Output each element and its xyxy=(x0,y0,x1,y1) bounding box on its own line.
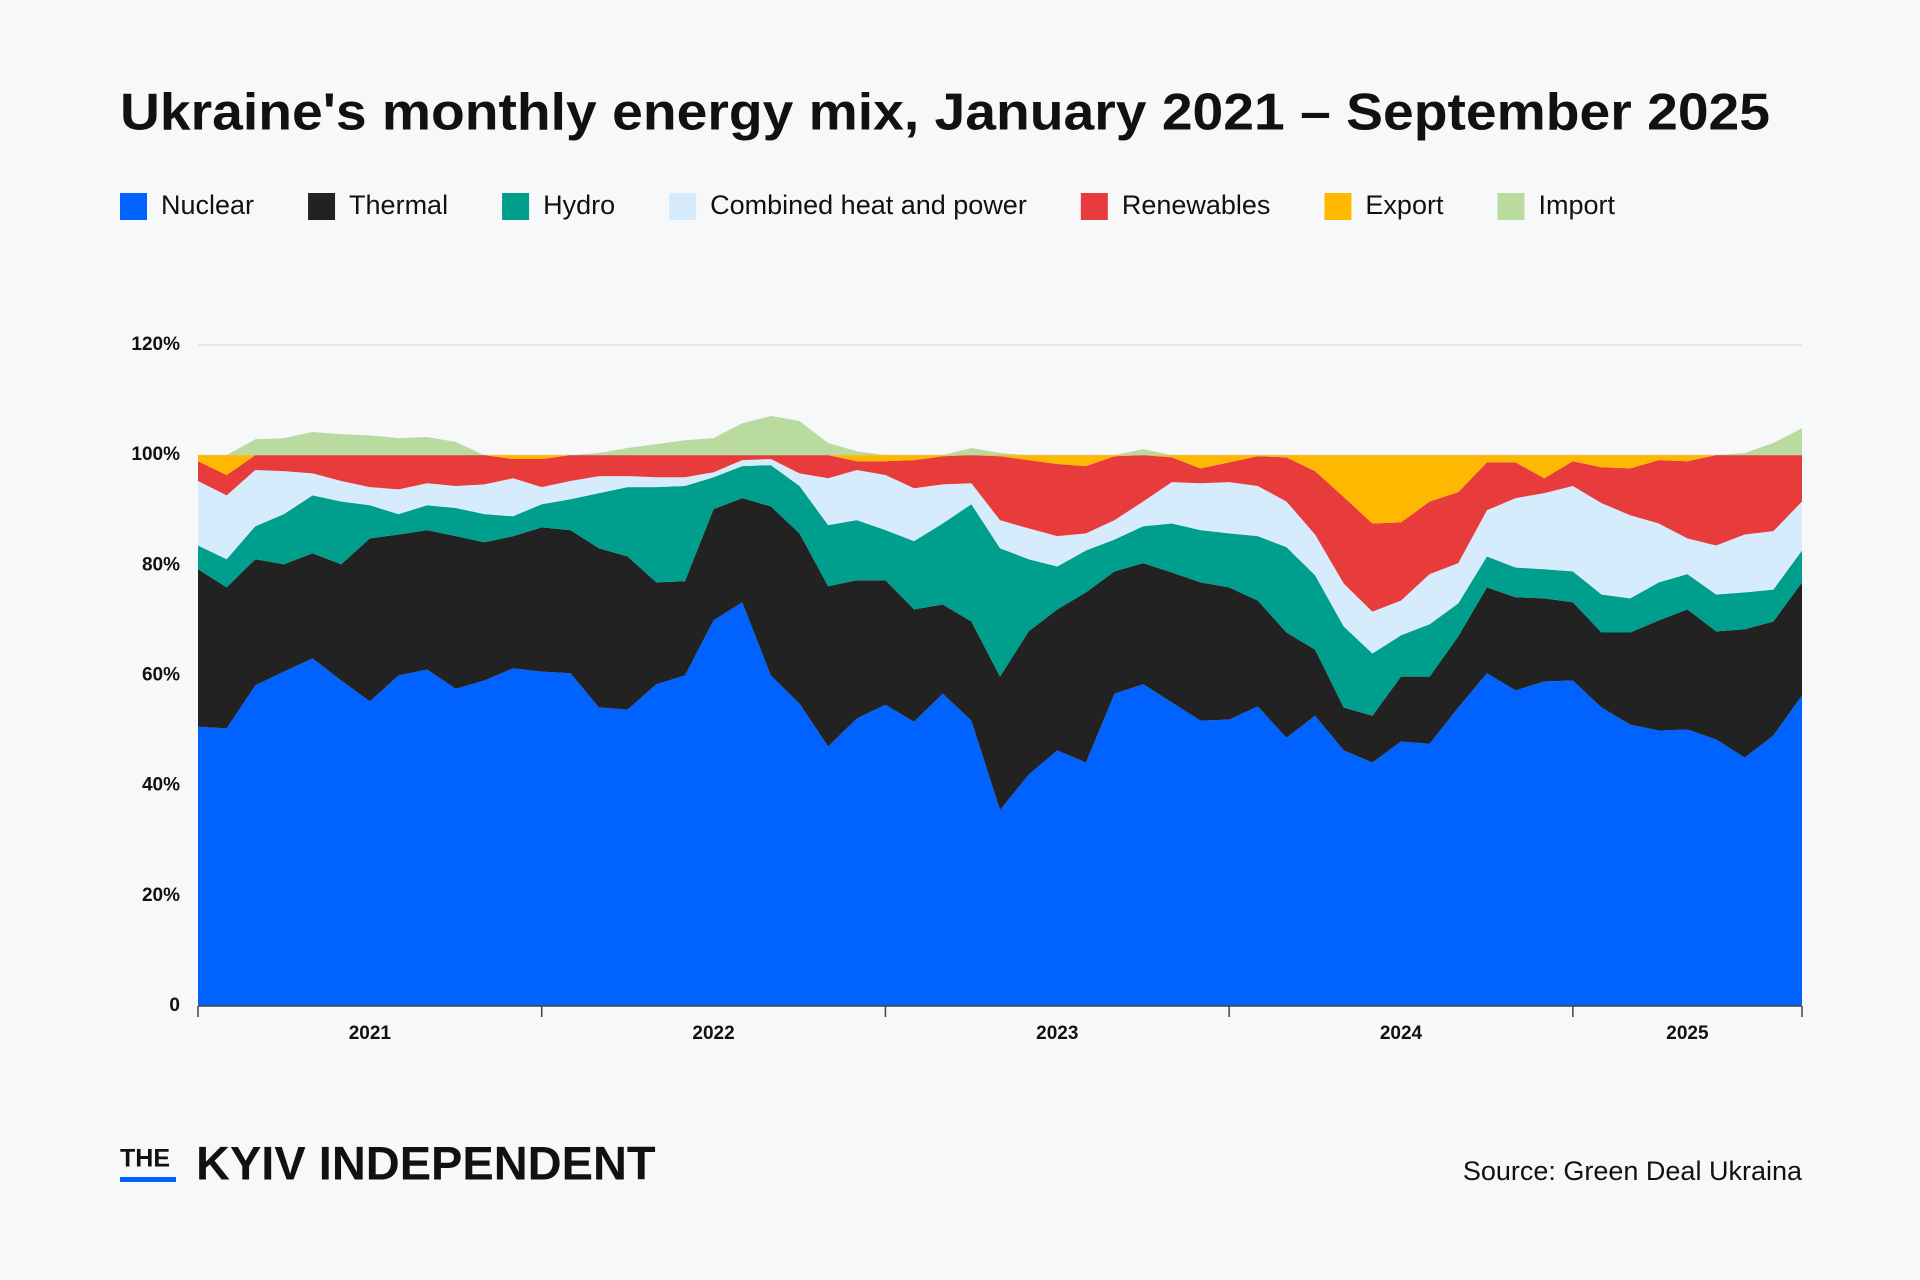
legend-label: Renewables xyxy=(1122,190,1271,220)
y-tick-label: 80% xyxy=(142,554,180,575)
legend-label: Thermal xyxy=(349,190,448,220)
y-tick-label: 60% xyxy=(142,665,180,686)
y-tick-label: 20% xyxy=(142,885,180,906)
x-tick-label: 2025 xyxy=(1666,1023,1709,1044)
x-tick-label: 2021 xyxy=(349,1023,392,1044)
legend-label: Combined heat and power xyxy=(710,190,1027,220)
legend: Nuclear Thermal Hydro Combined heat and pow… xyxy=(120,190,1615,220)
brand-prefix: THE xyxy=(120,1145,170,1173)
axes: 0 20% 40% 60% 80% 100% 120% 2021 2022 2023 2024 202… xyxy=(131,334,1803,1044)
x-tick-label: 2022 xyxy=(692,1023,734,1044)
legend-label: Nuclear xyxy=(161,190,254,220)
legend-label: Export xyxy=(1365,190,1444,220)
y-tick-label: 120% xyxy=(131,334,180,355)
area xyxy=(198,465,1802,716)
y-tick-label: 100% xyxy=(131,444,180,465)
legend-swatch xyxy=(1324,193,1352,220)
legend-swatch xyxy=(308,193,336,220)
area xyxy=(198,455,1802,524)
legend-label: Hydro xyxy=(543,190,615,220)
x-tick-label: 2023 xyxy=(1036,1023,1078,1044)
legend-swatch xyxy=(120,193,147,220)
y-tick-label: 0 xyxy=(169,995,180,1016)
y-tick-label: 40% xyxy=(142,775,180,796)
areas xyxy=(198,416,1802,1006)
brand-underline xyxy=(120,1177,176,1182)
legend-swatch xyxy=(1497,193,1525,220)
legend-swatch xyxy=(1080,193,1108,220)
area xyxy=(198,498,1802,810)
legend-label: Import xyxy=(1538,190,1615,220)
legend-swatch xyxy=(502,193,530,220)
legend-swatch xyxy=(669,193,697,220)
area xyxy=(198,459,1802,654)
area xyxy=(198,602,1802,1006)
brand-name: KYIV INDEPENDENT xyxy=(196,1136,656,1189)
source: Source: Green Deal Ukraina xyxy=(1463,1156,1803,1186)
x-tick-label: 2024 xyxy=(1380,1023,1423,1044)
area xyxy=(198,416,1802,456)
area xyxy=(198,455,1802,612)
chart-title: Ukraine's monthly energy mix, January 20… xyxy=(120,84,1770,142)
